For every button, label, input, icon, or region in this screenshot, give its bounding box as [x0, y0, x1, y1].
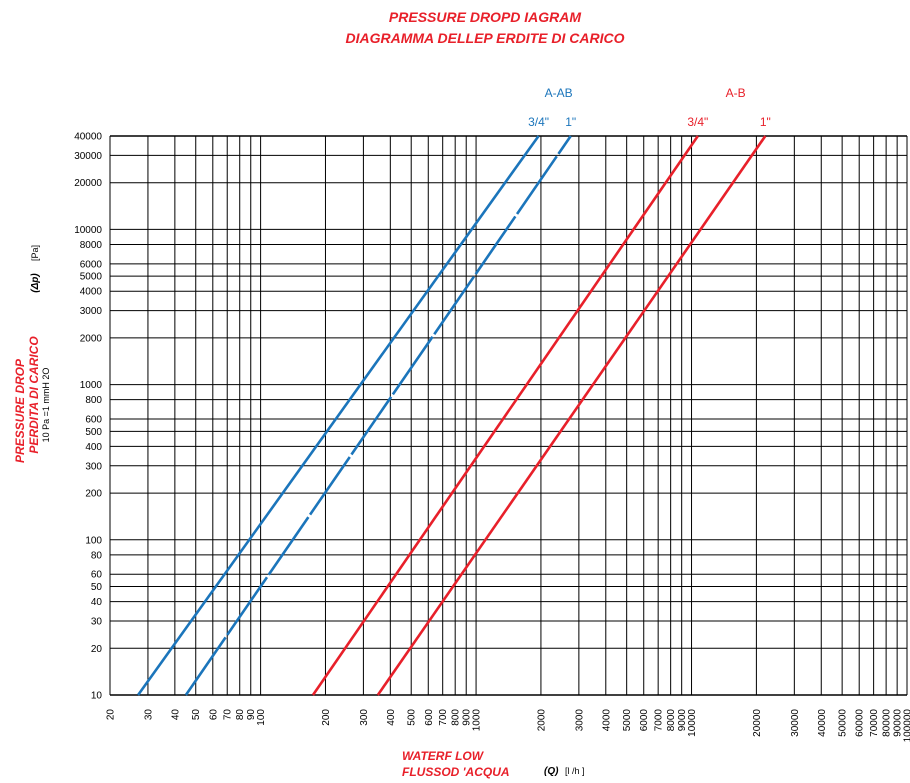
x-tick-label: 30000: [790, 709, 801, 737]
y-tick-label: 40: [91, 597, 103, 608]
x-tick-label: 7000: [654, 709, 665, 732]
y-tick-label: 500: [85, 427, 102, 438]
series-line: [311, 135, 699, 696]
y-tick-label: 4000: [80, 287, 103, 298]
x-tick-label: 8000: [666, 709, 677, 732]
grid: [109, 135, 908, 696]
y-axis-unit: [Pa]: [30, 245, 40, 261]
x-tick-label: 20: [106, 709, 117, 721]
y-tick-label: 5000: [80, 272, 103, 283]
y-tick-label: 300: [85, 461, 102, 472]
x-tick-label: 50000: [838, 709, 849, 737]
series-group-label: A-AB: [545, 86, 573, 100]
x-tick-label: 40: [170, 709, 181, 721]
y-tick-label: 30000: [74, 151, 102, 162]
x-tick-label: 40000: [817, 709, 828, 737]
x-tick-label: 80: [235, 709, 246, 721]
y-tick-label: 100: [85, 535, 102, 546]
x-tick-label: 5000: [622, 709, 633, 732]
x-tick-label: 100: [256, 709, 267, 726]
y-tick-label: 2000: [80, 333, 103, 344]
x-tick-label: 2000: [536, 709, 547, 732]
x-tick-label: 200: [321, 709, 332, 726]
x-tick-label: 500: [407, 709, 418, 726]
x-tick-label: 70: [223, 709, 234, 721]
x-tick-label: 60: [208, 709, 219, 721]
y-tick-label: 200: [85, 489, 102, 500]
y-tick-label: 800: [85, 395, 102, 406]
series-size-label: 1": [565, 115, 576, 129]
series-size-label: 1": [760, 115, 771, 129]
y-tick-label: 600: [85, 415, 102, 426]
y-tick-label: 20: [91, 644, 103, 655]
x-tick-label: 600: [424, 709, 435, 726]
x-tick-label: 20000: [752, 709, 763, 737]
x-tick-label: 30: [143, 709, 154, 721]
x-tick-label: 800: [451, 709, 462, 726]
y-tick-label: 400: [85, 442, 102, 453]
x-axis-unit: [l /h ]: [565, 766, 585, 776]
y-tick-label: 30: [91, 616, 103, 627]
x-tick-label: 90000: [893, 709, 904, 737]
x-tick-label: 10000: [687, 709, 698, 737]
x-tick-label: 700: [438, 709, 449, 726]
x-axis-label-line2: FLUSSOD 'ACQUA: [402, 765, 510, 779]
x-tick-label: 50: [191, 709, 202, 721]
x-tick-label: 900: [462, 709, 473, 726]
x-tick-label: 100000: [903, 709, 910, 743]
x-tick-label: 9000: [677, 709, 688, 732]
x-tick-label: 300: [359, 709, 370, 726]
x-tick-label: 1000: [472, 709, 483, 732]
x-tick-label: 70000: [869, 709, 880, 737]
x-axis-symbol: (Q): [544, 766, 559, 777]
x-tick-label: 80000: [882, 709, 893, 737]
x-tick-label: 60000: [855, 709, 866, 737]
y-tick-label: 6000: [80, 259, 103, 270]
y-tick-label: 3000: [80, 306, 103, 317]
x-tick-label: 400: [386, 709, 397, 726]
series-lines: [137, 135, 767, 696]
series-size-label: 3/4": [528, 115, 549, 129]
x-tick-label: 4000: [601, 709, 612, 732]
y-tick-label: 1000: [80, 380, 103, 391]
y-axis-note: 10 Pa =1 mmH 2O: [41, 368, 51, 443]
x-tick-label: 90: [246, 709, 257, 721]
y-tick-label: 80: [91, 550, 103, 561]
series-line: [137, 135, 540, 696]
y-axis-title: PRESSURE DROP PERDITA DI CARICO 10 Pa =1…: [13, 245, 51, 463]
x-axis-title: WATERF LOW FLUSSOD 'ACQUA (Q) [l /h ]: [402, 749, 585, 779]
x-axis-label-line1: WATERF LOW: [402, 749, 485, 763]
series-line: [376, 135, 767, 696]
series-group-labels: A-AB A-B 3/4" 1" 3/4" 1": [528, 86, 771, 129]
y-axis-label-line2: PERDITA DI CARICO: [27, 336, 41, 454]
x-tick-label: 6000: [639, 709, 650, 732]
y-tick-label: 8000: [80, 240, 103, 251]
y-tick-label: 20000: [74, 178, 102, 189]
y-axis-symbol: (Δp): [30, 273, 41, 293]
chart-title-line1: PRESSURE DROPD IAGRAM: [389, 9, 581, 25]
chart-title-line2: DIAGRAMMA DELLEP ERDITE DI CARICO: [346, 30, 625, 46]
series-line: [184, 135, 572, 696]
y-tick-label: 50: [91, 582, 103, 593]
y-axis-label-line1: PRESSURE DROP: [13, 358, 27, 463]
series-size-label: 3/4": [687, 115, 708, 129]
y-tick-label: 10000: [74, 225, 102, 236]
x-tick-label: 3000: [574, 709, 585, 732]
y-tick-label: 40000: [74, 132, 102, 143]
y-tick-label: 60: [91, 570, 103, 581]
series-group-label: A-B: [726, 86, 746, 100]
y-tick-label: 10: [91, 691, 103, 702]
